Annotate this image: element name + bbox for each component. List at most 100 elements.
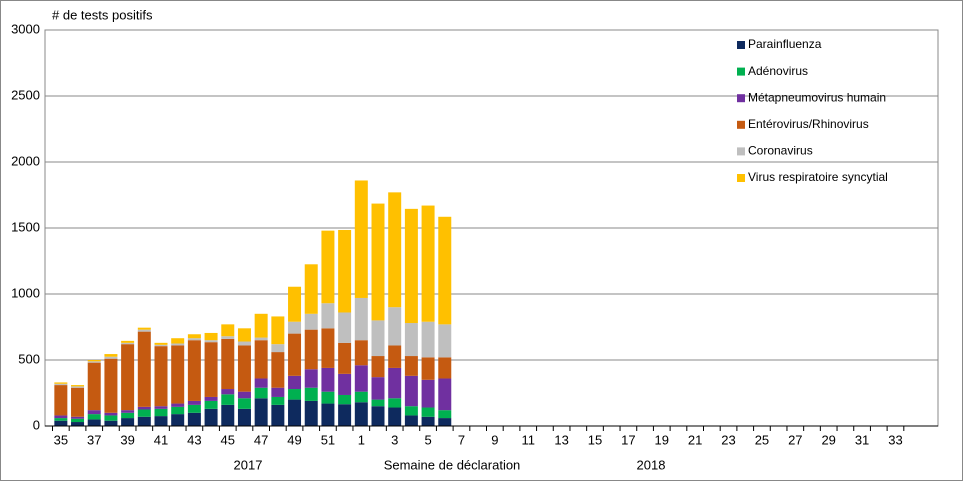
x-tick-label: 51 [321, 432, 335, 447]
bar-segment [204, 408, 218, 426]
bar-segment [237, 345, 251, 392]
bar-segment [354, 365, 368, 392]
bar-segment [304, 400, 318, 426]
bar-segment [237, 391, 251, 399]
x-tick-label: 3 [391, 432, 398, 447]
bar-segment [321, 303, 335, 329]
x-tick-label: 41 [154, 432, 168, 447]
bar-segment [304, 264, 318, 314]
y-tick-label: 3000 [11, 21, 40, 36]
bar-segment [187, 340, 201, 401]
bar-segment [388, 398, 402, 408]
bar-segment [71, 416, 85, 419]
bar-segment [154, 408, 168, 417]
y-axis-title: # de tests positifs [52, 7, 153, 22]
bar-segment [237, 341, 251, 346]
bar-segment [338, 312, 352, 343]
bar-segment [371, 377, 385, 400]
bar-segment [204, 342, 218, 397]
x-tick-label: 43 [187, 432, 201, 447]
y-tick-label: 2500 [11, 87, 40, 102]
bar-segment [187, 412, 201, 426]
bar-segment [421, 407, 435, 417]
bar-segment [121, 418, 135, 426]
bar-segment [288, 321, 302, 334]
bar-segment [121, 340, 135, 343]
bar-segment [404, 415, 418, 426]
bar-segment [404, 406, 418, 416]
bar-segment [288, 286, 302, 322]
bar-segment [254, 337, 268, 341]
bar-segment [371, 356, 385, 378]
bar-segment [354, 402, 368, 426]
bar-segment [388, 345, 402, 368]
bar-segment [137, 327, 151, 330]
bar-segment [237, 398, 251, 409]
bar-segment [354, 297, 368, 341]
bar-segment [187, 334, 201, 339]
legend-swatch [737, 120, 745, 129]
bar-segment [354, 340, 368, 366]
bar-segment [121, 344, 135, 411]
bar-segment [54, 420, 68, 426]
x-tick-label: 1 [358, 432, 365, 447]
bar-segment [304, 369, 318, 388]
bar-segment [171, 338, 185, 344]
bar-segment [388, 407, 402, 426]
bar-segment [288, 389, 302, 400]
bar-segment [171, 345, 185, 404]
legend-swatch [737, 67, 745, 76]
x-tick-label: 31 [855, 432, 869, 447]
bar-segment [338, 229, 352, 313]
bar-segment [54, 415, 68, 419]
bar-segment [137, 409, 151, 417]
bar-segment [121, 342, 135, 345]
bar-segment [221, 404, 235, 426]
bar-segment [87, 419, 101, 426]
bar-segment [121, 410, 135, 413]
bar-segment [371, 399, 385, 407]
legend-label: Entérovirus/Rhinovirus [748, 117, 869, 131]
bar-segment [171, 403, 185, 407]
legend-label: Métapneumovirus humain [748, 90, 886, 104]
x-tick-label: 47 [254, 432, 268, 447]
bar-segment [104, 354, 118, 357]
y-tick-label: 0 [33, 417, 40, 432]
legend-swatch [737, 94, 745, 103]
bar-segment [354, 391, 368, 403]
bar-segment [104, 358, 118, 413]
x-tick-label: 39 [120, 432, 134, 447]
bar-segment [71, 387, 85, 417]
bar-segment [321, 391, 335, 404]
bar-segment [388, 307, 402, 346]
x-tick-label: 15 [588, 432, 602, 447]
x-tick-label: 11 [521, 432, 535, 447]
bar-segment [304, 313, 318, 330]
bar-segment [204, 396, 218, 401]
bar-segment [271, 344, 285, 353]
bar-segment [221, 324, 235, 337]
bar-segment [438, 216, 452, 325]
x-tick-label: 35 [54, 432, 68, 447]
bar-segment [54, 385, 68, 416]
bar-segment [354, 180, 368, 298]
bar-segment [254, 378, 268, 388]
bar-segment [54, 383, 68, 386]
legend-swatch [737, 41, 745, 49]
x-tick-label: 29 [821, 432, 835, 447]
bar-segment [388, 367, 402, 399]
x-tick-label: 23 [721, 432, 735, 447]
bar-segment [104, 412, 118, 416]
y-tick-label: 1500 [11, 219, 40, 234]
bar-segment [187, 404, 201, 413]
x-tick-label: 5 [424, 432, 431, 447]
bar-segment [338, 342, 352, 374]
bar-segment [388, 192, 402, 308]
bar-segment [271, 316, 285, 345]
bar-segment [171, 414, 185, 426]
bar-segment [438, 378, 452, 411]
legend-swatch [737, 174, 745, 182]
bar-segment [304, 387, 318, 401]
y-tick-label: 500 [18, 351, 40, 366]
bar-segment [71, 422, 85, 426]
